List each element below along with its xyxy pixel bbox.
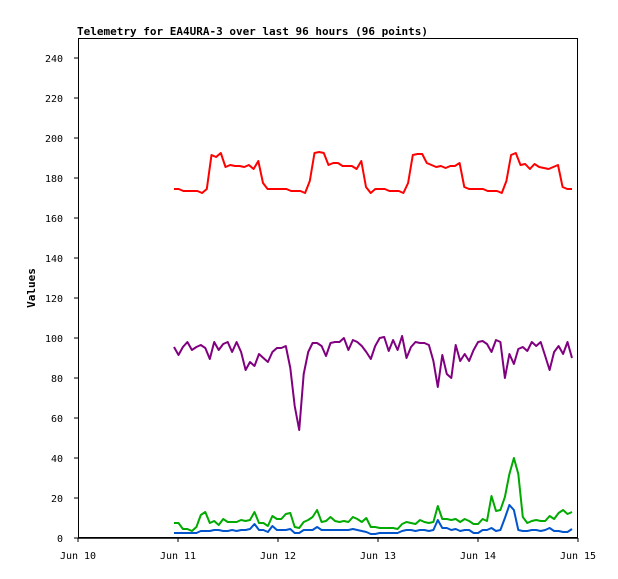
y-tick-label: 60	[51, 414, 63, 425]
plot-area	[78, 38, 578, 538]
y-tick-label: 40	[51, 454, 63, 465]
x-axis: Jun 10 Jun 11 Jun 12 Jun 13 Jun 14 Jun 15	[60, 538, 596, 562]
series-layer	[173, 151, 573, 535]
y-tick-label: 120	[45, 294, 63, 305]
y-tick-label: 140	[45, 254, 63, 265]
series-line-2	[174, 457, 573, 532]
y-tick-label: 100	[45, 334, 63, 345]
y-tick-label: 220	[45, 94, 63, 105]
x-tick-label: Jun 15	[560, 551, 596, 562]
series-line-0	[174, 151, 572, 194]
series-line-3	[174, 504, 573, 535]
y-tick-label: 240	[45, 54, 63, 65]
x-tick-label: Jun 14	[460, 551, 496, 562]
y-tick-label: 200	[45, 134, 63, 145]
y-tick-label: 20	[51, 494, 63, 505]
x-tick-label: Jun 11	[160, 551, 196, 562]
chart-title: Telemetry for EA4URA-3 over last 96 hour…	[77, 25, 428, 38]
y-tick-label: 160	[45, 214, 63, 225]
y-tick-label: 0	[57, 534, 63, 545]
x-tick-label: Jun 12	[260, 551, 296, 562]
series-line-1	[173, 335, 573, 431]
y-tick-label: 180	[45, 174, 63, 185]
y-axis-label: Values	[25, 268, 38, 308]
y-axis: 0 20 40 60 80 100 120 140 160 180 200 220 240	[45, 54, 78, 545]
x-tick-label: Jun 10	[60, 551, 96, 562]
x-tick-label: Jun 13	[360, 551, 396, 562]
y-tick-label: 80	[51, 374, 63, 385]
